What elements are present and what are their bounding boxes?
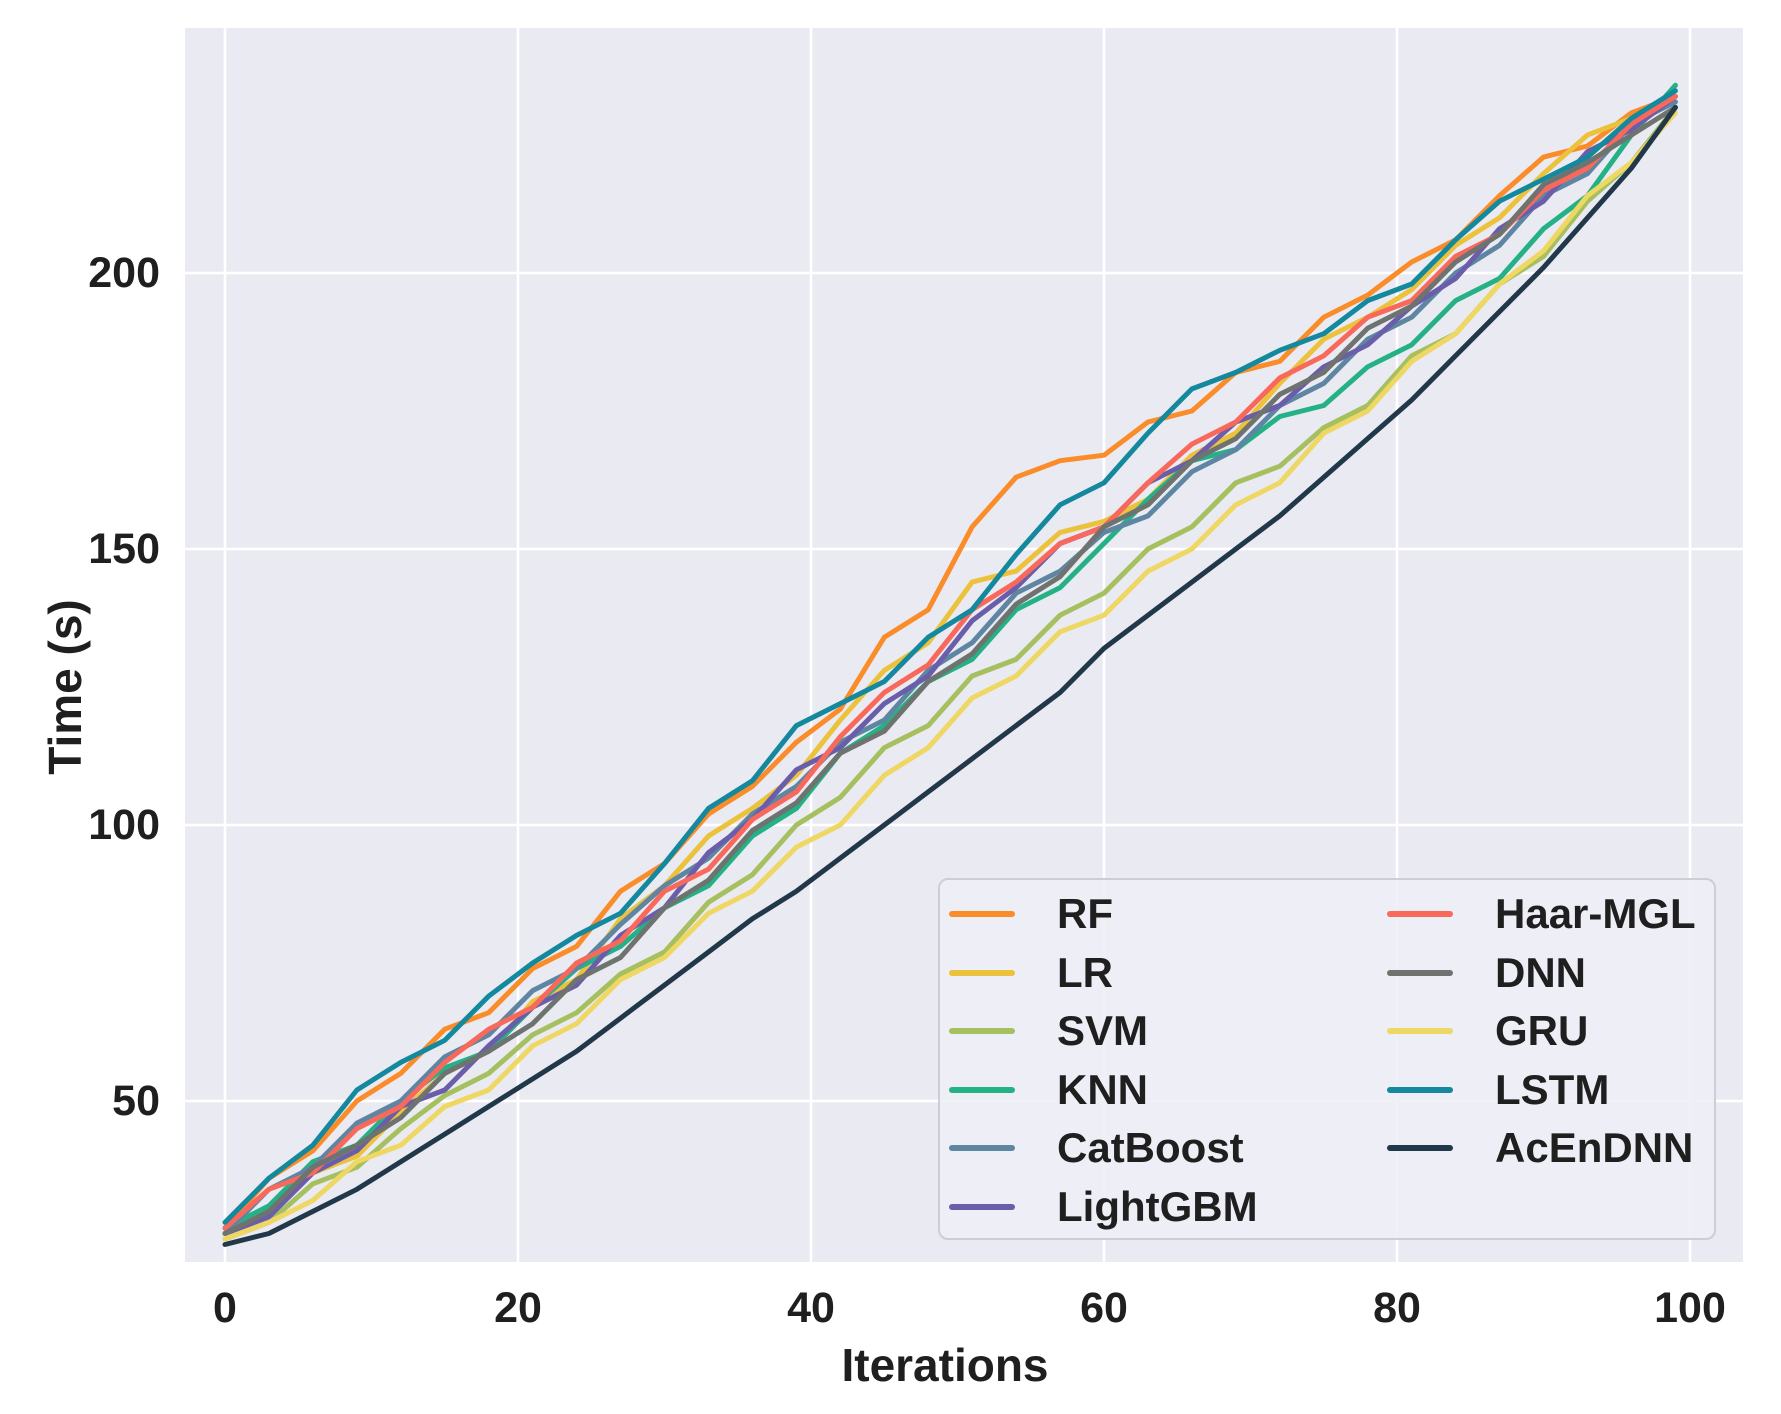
legend-swatch-SVM <box>949 1028 1015 1035</box>
legend-swatch-RF <box>949 911 1015 917</box>
legend: RF LR SVM KNN CatBoost LightGBM Haar-MGL DNN GRU… <box>938 878 1716 1240</box>
legend-swatch-LightGBM <box>949 1204 1015 1210</box>
y-tick-label: 150 <box>88 525 160 573</box>
legend-label: KNN <box>1057 1065 1148 1113</box>
legend-swatch-KNN <box>949 1086 1015 1093</box>
legend-swatch-DNN <box>1387 969 1453 976</box>
legend-item-Haar-MGL: Haar-MGL <box>1387 885 1696 943</box>
legend-label: RF <box>1057 890 1113 937</box>
legend-swatch-GRU <box>1387 1028 1453 1035</box>
y-axis-label: Time (s) <box>39 599 91 775</box>
series-line-LightGBM <box>222 93 1678 1236</box>
legend-item-LR: LR <box>949 944 1113 1002</box>
legend-label: LightGBM <box>1057 1183 1258 1230</box>
x-tick-label: 80 <box>1373 1284 1421 1332</box>
legend-item-CatBoost: CatBoost <box>949 1119 1244 1177</box>
legend-item-AcEnDNN: AcEnDNN <box>1387 1119 1693 1177</box>
y-tick-label: 50 <box>112 1077 160 1125</box>
legend-swatch-LR <box>949 969 1015 976</box>
legend-label: AcEnDNN <box>1495 1124 1694 1172</box>
series-line-GRU <box>222 110 1678 1242</box>
legend-label: GRU <box>1495 1007 1589 1055</box>
x-tick-label: 20 <box>494 1284 542 1332</box>
legend-label: CatBoost <box>1057 1124 1244 1172</box>
legend-label: SVM <box>1057 1007 1149 1055</box>
legend-label: LSTM <box>1495 1065 1610 1113</box>
legend-label: LR <box>1057 948 1113 996</box>
legend-swatch-AcEnDNN <box>1387 1145 1453 1152</box>
y-tick-label: 100 <box>88 801 160 849</box>
series-line-Haar-MGL <box>222 93 1678 1231</box>
x-tick-label: 40 <box>787 1284 835 1332</box>
legend-item-RF: RF <box>949 885 1113 943</box>
series-line-LSTM <box>222 88 1678 1225</box>
legend-item-KNN: KNN <box>949 1061 1148 1119</box>
x-tick-label: 100 <box>1654 1284 1726 1332</box>
legend-swatch-CatBoost <box>949 1145 1015 1152</box>
x-tick-label: 0 <box>213 1284 237 1332</box>
x-tick-label: 60 <box>1080 1284 1128 1332</box>
legend-label: DNN <box>1495 948 1586 996</box>
series-line-AcEnDNN <box>222 104 1678 1247</box>
legend-item-SVM: SVM <box>949 1002 1148 1060</box>
legend-item-LSTM: LSTM <box>1387 1061 1609 1119</box>
legend-item-LightGBM: LightGBM <box>949 1178 1258 1236</box>
legend-item-GRU: GRU <box>1387 1002 1588 1060</box>
legend-swatch-LSTM <box>1387 1086 1453 1093</box>
legend-item-DNN: DNN <box>1387 944 1586 1002</box>
legend-swatch-Haar-MGL <box>1387 911 1453 917</box>
legend-label: Haar-MGL <box>1495 890 1696 937</box>
y-tick-label: 200 <box>88 249 160 297</box>
series-line-DNN <box>222 104 1678 1236</box>
x-axis-label: Iterations <box>841 1339 1049 1391</box>
